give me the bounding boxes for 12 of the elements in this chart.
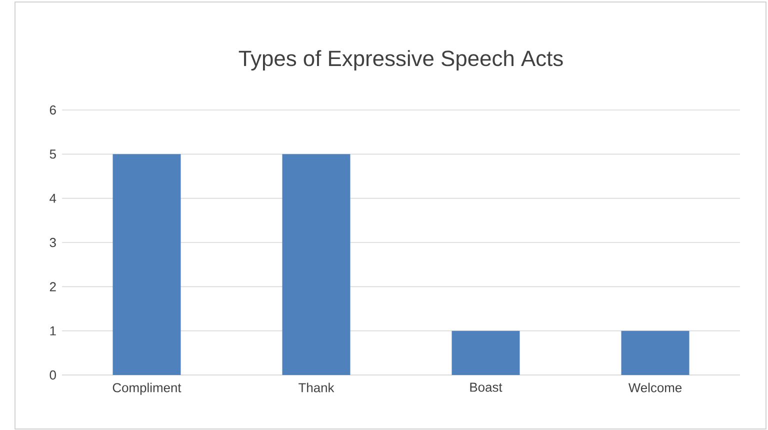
y-tick-label: 0 xyxy=(50,370,56,380)
x-tick-label: Compliment xyxy=(112,382,182,395)
y-tick-label: 5 xyxy=(50,150,56,159)
chart-title: Types of Expressive Speech Acts xyxy=(238,50,563,71)
y-tick-label: 4 xyxy=(50,194,56,203)
y-tick-label: 2 xyxy=(50,282,56,292)
x-tick-label: Boast xyxy=(470,382,502,392)
y-tick-label: 3 xyxy=(50,238,56,248)
x-tick-label: Thank xyxy=(298,382,334,392)
x-tick-label: Welcome xyxy=(628,382,682,392)
y-tick-label: 6 xyxy=(50,105,56,115)
y-tick-label: 1 xyxy=(50,326,56,336)
